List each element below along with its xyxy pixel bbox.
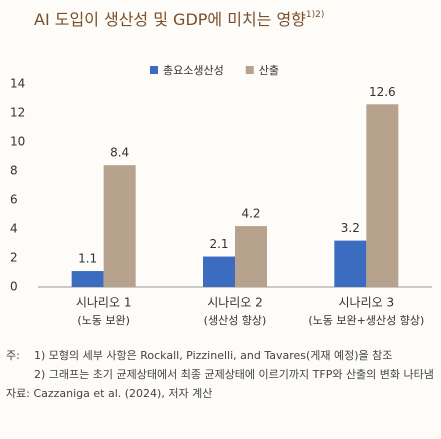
y-tick-label: 14 — [10, 77, 25, 91]
y-tick-label: 12 — [10, 106, 25, 120]
y-tick-label: 0 — [10, 280, 18, 294]
x-tick-label: 시나리오 3 — [339, 296, 395, 310]
bar — [103, 165, 136, 287]
legend-swatch — [245, 66, 254, 74]
value-label: 12.6 — [369, 85, 396, 99]
y-tick-label: 10 — [10, 135, 25, 149]
bar — [334, 240, 367, 287]
x-tick-label: 시나리오 1 — [76, 296, 132, 310]
y-tick-label: 6 — [10, 193, 18, 207]
y-tick-label: 8 — [10, 164, 18, 178]
y-tick-label: 2 — [10, 251, 18, 265]
note: 2) 그래프는 초기 균제상태에서 최종 균제상태에 이르기까지 TFP와 산출… — [34, 368, 434, 381]
title-note: 1)2) — [306, 10, 324, 20]
note-row: 2) 그래프는 초기 균제상태에서 최종 균제상태에 이르기까지 TFP와 산출… — [6, 365, 436, 384]
legend-swatch — [150, 66, 158, 74]
value-label: 3.2 — [341, 221, 360, 235]
x-tick-sublabel: (노동 보완+생산성 향상) — [308, 314, 424, 327]
notes: 주: 1) 모형의 세부 사항은 Rockall, Pizzinelli, and… — [6, 346, 436, 403]
bar — [235, 226, 267, 287]
x-tick-sublabel: (노동 보완) — [77, 314, 130, 327]
x-tick-label: 시나리오 2 — [207, 296, 263, 310]
note: 1) 모형의 세부 사항은 Rockall, Pizzinelli, and T… — [34, 349, 393, 362]
legend-label: 산출 — [259, 64, 279, 77]
y-tick-label: 4 — [10, 222, 18, 236]
x-tick-sublabel: (생산성 향상) — [204, 314, 267, 327]
chart-title-group: AI 도입이 생산성 및 GDP에 미치는 영향1)2) — [34, 10, 324, 29]
bar — [366, 104, 399, 287]
value-label: 4.2 — [241, 207, 260, 221]
legend-label: 총요소생산성 — [163, 64, 224, 77]
note-row: 주: 1) 모형의 세부 사항은 Rockall, Pizzinelli, and… — [6, 346, 436, 365]
bar — [203, 256, 235, 287]
value-label: 2.1 — [209, 237, 228, 251]
value-label: 1.1 — [78, 252, 97, 266]
chart: AI 도입이 생산성 및 GDP에 미치는 영향1)2) 0 2 4 6 8 10 12 14… — [10, 10, 432, 327]
chart-title: AI 도입이 생산성 및 GDP에 미치는 영향 — [34, 10, 306, 29]
bar — [71, 271, 104, 287]
spacer — [6, 365, 32, 384]
source: 자료: Cazzaniga et al. (2024), 저자 계산 — [6, 387, 213, 400]
notes-label: 주: — [6, 349, 20, 362]
value-label: 8.4 — [110, 146, 129, 160]
